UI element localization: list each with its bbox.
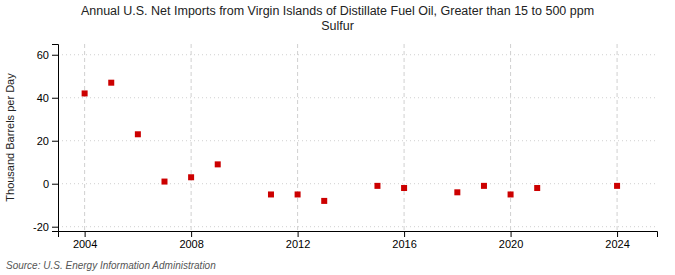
grid-line-y xyxy=(58,226,657,227)
tick: 2024 xyxy=(605,231,629,250)
tick-label: 2004 xyxy=(73,238,97,250)
point xyxy=(374,183,380,189)
grid xyxy=(58,44,657,231)
grid-line-x xyxy=(297,44,298,231)
grid-line-y xyxy=(58,140,657,141)
tick: 20 xyxy=(37,135,58,147)
point xyxy=(295,191,301,197)
tick: 2020 xyxy=(499,231,523,250)
point xyxy=(135,131,141,137)
point xyxy=(454,189,460,195)
point xyxy=(481,183,487,189)
tick-label: 0 xyxy=(43,178,49,190)
grid-line-x xyxy=(404,44,405,231)
point xyxy=(401,185,407,191)
tick-mark xyxy=(85,231,86,237)
tick-mark xyxy=(617,231,618,237)
y-axis-label: Thousand Barrels per Day xyxy=(4,73,16,202)
point xyxy=(82,90,88,96)
grid-line-x xyxy=(510,44,511,231)
tick-mark xyxy=(52,227,58,228)
chart: Annual U.S. Net Imports from Virgin Isla… xyxy=(0,0,675,275)
point xyxy=(508,191,514,197)
annotation: Source: U.S. Energy Information Administ… xyxy=(6,260,216,271)
tick: 2016 xyxy=(392,231,416,250)
grid-line-x xyxy=(191,44,192,231)
point xyxy=(321,198,327,204)
tick-mark xyxy=(298,231,299,237)
tick-mark xyxy=(52,98,58,99)
grid-line-x xyxy=(617,44,618,231)
tick: 2004 xyxy=(73,231,97,250)
tick: 2012 xyxy=(286,231,310,250)
tick: 40 xyxy=(37,92,58,104)
tick-label: 20 xyxy=(37,135,49,147)
grid-line-y xyxy=(58,54,657,55)
tick-mark xyxy=(52,55,58,56)
title-line: Sulfur xyxy=(321,19,354,33)
axis-line xyxy=(52,45,59,232)
tick-mark xyxy=(191,231,192,237)
tick-label: 2012 xyxy=(286,238,310,250)
point xyxy=(534,185,540,191)
tick: 0 xyxy=(43,178,58,190)
x-axis: 2004 2008 2012 2016 2020 2024 xyxy=(59,231,658,250)
tick-label: 40 xyxy=(37,92,49,104)
point xyxy=(614,183,620,189)
point xyxy=(108,80,114,86)
title-line: Annual U.S. Net Imports from Virgin Isla… xyxy=(81,4,594,18)
grid-line-y xyxy=(58,183,657,184)
title: Annual U.S. Net Imports from Virgin Isla… xyxy=(81,4,594,33)
tick-mark xyxy=(404,231,405,237)
tick: 60 xyxy=(37,49,58,61)
tick-label: 2024 xyxy=(605,238,629,250)
tick-mark xyxy=(52,184,58,185)
tick-label: -20 xyxy=(33,221,49,233)
points xyxy=(82,80,620,204)
tick-mark xyxy=(52,141,58,142)
tick-label: 2008 xyxy=(179,238,203,250)
point xyxy=(161,179,167,185)
y-axis: -20 0 20 40 60 xyxy=(33,45,58,233)
plot: 2004 2008 2012 2016 2020 2024 -20 0 20 40 60 xyxy=(33,44,657,250)
tick-label: 60 xyxy=(37,49,49,61)
grid-line-x xyxy=(84,44,85,231)
tick-label: 2020 xyxy=(499,238,523,250)
point xyxy=(188,174,194,180)
grid-line-y xyxy=(58,97,657,98)
tick: -20 xyxy=(33,221,58,233)
point xyxy=(268,191,274,197)
tick: 2008 xyxy=(179,231,203,250)
axis-line xyxy=(59,232,658,238)
tick-label: 2016 xyxy=(392,238,416,250)
tick-mark xyxy=(511,231,512,237)
point xyxy=(215,161,221,167)
